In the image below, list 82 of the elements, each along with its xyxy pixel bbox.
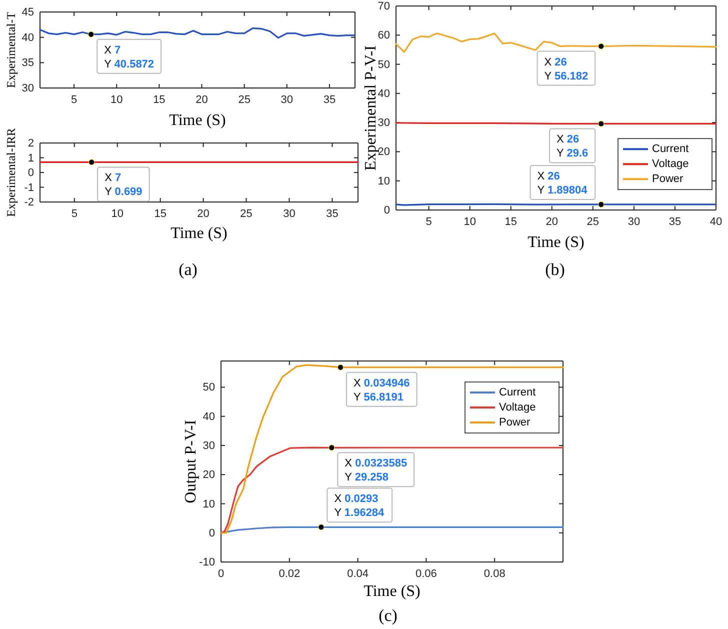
y-tick-label: 20 [378, 146, 390, 158]
y-tick-label: 0 [28, 167, 34, 180]
y-tick-label: -1 [24, 182, 34, 194]
legend-label: Current [499, 386, 536, 398]
y-tick-label: 45 [22, 6, 34, 19]
annotation: X 0.034946 Y 56.8191 [354, 377, 410, 404]
datatip-callout: X 0.0293 Y 1.96284 [318, 488, 393, 530]
x-tick-label: 15 [153, 94, 166, 106]
text: (a) [178, 260, 198, 279]
y-tick-label: 35 [22, 57, 34, 70]
line-series [220, 364, 564, 534]
datatip-callout: X 7 Y 0.699 [88, 159, 150, 202]
datatip-callout: X 0.034946 Y 56.8191 [337, 364, 418, 407]
datatip-callout: X 0.0323585 Y 29.258 [328, 444, 415, 488]
x-tick-label: 15 [504, 216, 517, 228]
y-tick-label: -10 [199, 556, 215, 569]
y-tick-label: 50 [378, 58, 390, 71]
datatip-callout: X 26 Y 1.89804 [530, 164, 604, 208]
x-tick-label: 5 [71, 208, 78, 220]
datatip-callout: X 7 Y 40.5872 [88, 31, 162, 74]
x-tick-label: 35 [326, 208, 338, 220]
x-tick-label: 30 [628, 216, 640, 228]
x-tick-label: 20 [546, 216, 558, 228]
annotation: X 26 Y 56.182 [544, 56, 588, 82]
x-tick-label: 0.02 [278, 568, 300, 580]
x-tick-label: 30 [283, 208, 296, 220]
datatip-callout: X 26 Y 56.182 [536, 43, 604, 86]
annotation: X 26 Y 1.89804 [537, 170, 588, 196]
x-axis-title: Time (S) [170, 225, 228, 242]
x-tick-label: 25 [238, 94, 250, 106]
text: (c) [378, 606, 398, 625]
y-tick-label: 40 [202, 410, 215, 423]
x-tick-label: 35 [323, 94, 336, 106]
legend-label: Power [499, 416, 531, 428]
x-tick-label: 35 [668, 216, 682, 228]
y-axis-title: Experimental-T [4, 11, 18, 88]
annotation: X 0.0323585 Y 29.258 [344, 458, 408, 484]
y-tick-label: 2 [28, 138, 34, 150]
y-tick-label: 70 [378, 0, 390, 13]
y-tick-label: 40 [22, 32, 34, 44]
y-tick-label: 30 [378, 117, 390, 130]
x-tick-label: 0.08 [484, 568, 506, 580]
x-tick-label: 10 [111, 208, 124, 220]
line-series [395, 32, 717, 53]
annotation: X 0.0293 Y 1.96284 [334, 493, 386, 520]
x-tick-label: 25 [240, 208, 252, 220]
datatip-callout: X 26 Y 29.6 [549, 120, 604, 164]
x-tick-label: 30 [280, 94, 294, 106]
y-axis-title: Experimental-IRR [4, 128, 18, 217]
x-tick-label: 10 [110, 94, 123, 106]
y-tick-label: 10 [202, 498, 215, 510]
x-tick-label: 0 [218, 568, 224, 580]
annotation: X 7 Y 0.699 [104, 172, 142, 198]
y-tick-label: 0 [208, 527, 215, 540]
y-tick-label: 10 [378, 175, 390, 188]
annotation: X 26 Y 29.6 [556, 134, 588, 160]
y-tick-label: 1 [28, 152, 34, 164]
y-tick-label: 30 [22, 82, 34, 95]
x-tick-label: 5 [426, 216, 432, 228]
x-tick-label: 10 [464, 216, 476, 228]
x-tick-label: 40 [710, 216, 722, 228]
x-axis-title: Time (S) [528, 234, 584, 251]
legend-label: Power [652, 173, 684, 186]
legend-label: Voltage [499, 401, 536, 414]
text: (b) [545, 260, 565, 279]
y-tick-label: 60 [378, 30, 390, 42]
annotation: X 7 Y 40.5872 [104, 44, 154, 70]
line-series [39, 27, 356, 39]
x-axis-title: Time (S) [169, 112, 226, 129]
x-tick-label: 0.06 [415, 568, 437, 580]
y-tick-label: -2 [24, 196, 34, 209]
y-axis-title: Output P-V-I [182, 420, 200, 504]
x-tick-label: 15 [154, 208, 166, 220]
y-tick-label: 50 [202, 382, 215, 394]
legend-label: Current [652, 143, 689, 156]
x-tick-label: 25 [586, 216, 600, 228]
y-tick-label: 20 [202, 469, 215, 482]
legend-label: Voltage [652, 158, 689, 170]
x-axis-title: Time (S) [364, 583, 420, 600]
x-tick-label: 0.04 [347, 568, 369, 580]
y-tick-label: 30 [202, 440, 215, 452]
x-tick-label: 5 [70, 94, 78, 106]
